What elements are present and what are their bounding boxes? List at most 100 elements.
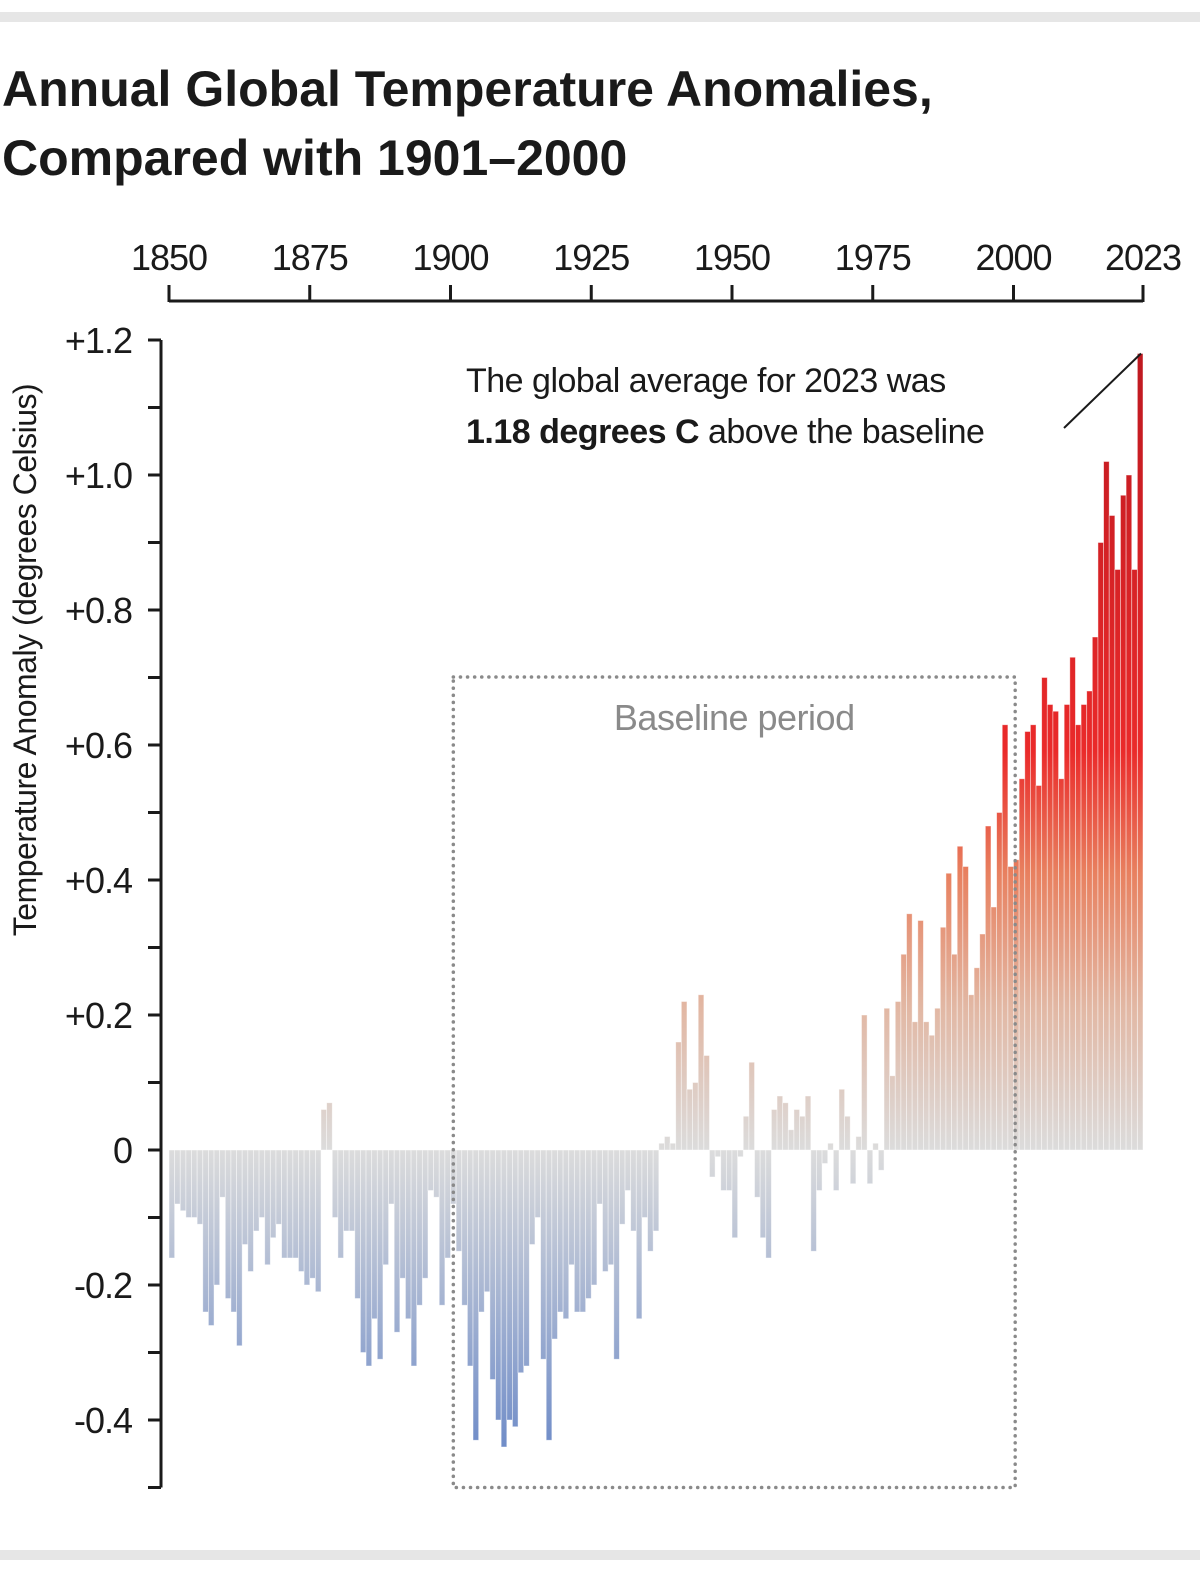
bar-1887: [376, 1149, 384, 1360]
bar-1979: [894, 1001, 902, 1151]
x-tick-label: 2000: [975, 237, 1051, 278]
bar-1969: [838, 1088, 846, 1151]
annotation-value: 1.18 degrees C: [466, 413, 699, 451]
bar-1959: [782, 1102, 789, 1151]
bar-1883: [354, 1149, 361, 1299]
bar-1902: [461, 1149, 468, 1306]
bar-1943: [692, 1082, 699, 1151]
bar-1863: [241, 1149, 249, 1245]
bar-1918: [551, 1149, 558, 1340]
bar-1994: [979, 933, 986, 1151]
bar-1986: [934, 1007, 941, 1151]
bar-1895: [421, 1149, 429, 1279]
bar-2011: [1075, 724, 1082, 1151]
bar-1946: [709, 1149, 716, 1178]
bar-1917: [545, 1149, 553, 1441]
bar-1962: [799, 1115, 806, 1151]
bar-2012: [1080, 704, 1088, 1151]
bar-1938: [664, 1136, 671, 1151]
bar-1901: [455, 1149, 463, 1252]
bar-1964: [810, 1149, 817, 1252]
bar-1909: [500, 1149, 508, 1448]
bar-1993: [973, 967, 981, 1151]
bar-1929: [613, 1149, 620, 1360]
bar-2013: [1086, 690, 1093, 1151]
bar-1996: [990, 906, 998, 1151]
bar-1960: [787, 1129, 795, 1151]
bar-1892: [405, 1149, 412, 1320]
bar-1855: [196, 1149, 204, 1225]
bar-1923: [579, 1149, 587, 1313]
bar-1864: [247, 1149, 254, 1272]
bar-2006: [1046, 704, 1054, 1151]
bar-1991: [962, 866, 969, 1151]
bar-1896: [427, 1149, 435, 1191]
bar-1885: [365, 1149, 373, 1367]
bar-1995: [984, 825, 992, 1151]
bar-1920: [562, 1149, 570, 1320]
bar-1977: [883, 1007, 891, 1151]
bar-2002: [1024, 731, 1031, 1151]
bar-1933: [635, 1149, 643, 1320]
bar-1999: [1007, 866, 1014, 1151]
bar-1854: [191, 1149, 198, 1218]
annotation-line-2: 1.18 degrees C above the baseline: [466, 413, 984, 451]
bar-1931: [624, 1149, 632, 1191]
y-axis: +1.2 +1.0 +0.8 +0.6 +0.4 +0.2 0 -0.2 -0.4: [65, 320, 163, 1489]
bar-1971: [849, 1149, 857, 1185]
y-tick-label: +0.8: [65, 590, 132, 631]
bar-1866: [258, 1149, 266, 1218]
bar-1912: [517, 1149, 525, 1374]
bar-2021: [1131, 569, 1138, 1151]
bar-2017: [1108, 515, 1116, 1151]
y-tick-label: -0.4: [74, 1400, 132, 1441]
bar-1955: [759, 1149, 767, 1239]
bar-1965: [816, 1149, 823, 1191]
bar-1954: [754, 1149, 761, 1198]
bar-1875: [309, 1149, 316, 1279]
bar-1880: [337, 1149, 344, 1259]
bar-2023: [1136, 353, 1144, 1151]
bar-1857: [208, 1149, 215, 1326]
bar-1939: [669, 1142, 677, 1151]
bar-1936: [652, 1149, 660, 1232]
bar-2007: [1052, 710, 1059, 1151]
bar-2003: [1029, 724, 1037, 1151]
bar-1911: [512, 1149, 519, 1428]
bar-1940: [675, 1041, 682, 1151]
bar-1972: [855, 1136, 862, 1151]
baseline-period-box: [451, 675, 1017, 1490]
x-tick-label: 1900: [412, 237, 488, 278]
bar-1937: [658, 1142, 665, 1151]
bar-2018: [1114, 569, 1121, 1151]
x-tick-label: 2023: [1105, 237, 1181, 278]
bar-1950: [731, 1149, 739, 1239]
bar-2010: [1069, 656, 1076, 1151]
bar-1882: [348, 1149, 356, 1232]
annotation-rest: above the baseline: [699, 413, 984, 451]
bar-1966: [821, 1149, 829, 1164]
chart-title-line-1: Annual Global Temperature Anomalies,: [2, 61, 933, 117]
bar-2005: [1041, 677, 1048, 1151]
bar-2015: [1097, 542, 1104, 1151]
bar-1987: [939, 926, 947, 1151]
bar-1905: [478, 1149, 485, 1313]
bar-1853: [185, 1149, 192, 1218]
bar-1898: [438, 1149, 446, 1306]
bar-1921: [568, 1149, 575, 1266]
bar-1874: [303, 1149, 311, 1286]
bar-1990: [956, 845, 964, 1151]
annotation-line-1: The global average for 2023 was: [466, 362, 946, 400]
bar-1944: [697, 994, 705, 1151]
bar-1877: [320, 1109, 328, 1151]
y-axis-title: Temperature Anomaly (degrees Celsius): [7, 384, 43, 936]
bar-1865: [253, 1149, 260, 1232]
bar-1904: [472, 1149, 480, 1441]
bar-1894: [416, 1149, 423, 1306]
bars: [168, 353, 1144, 1448]
bar-1861: [230, 1149, 237, 1313]
bar-2009: [1063, 704, 1071, 1151]
bar-2001: [1018, 778, 1026, 1151]
x-tick-label: 1950: [694, 237, 770, 278]
